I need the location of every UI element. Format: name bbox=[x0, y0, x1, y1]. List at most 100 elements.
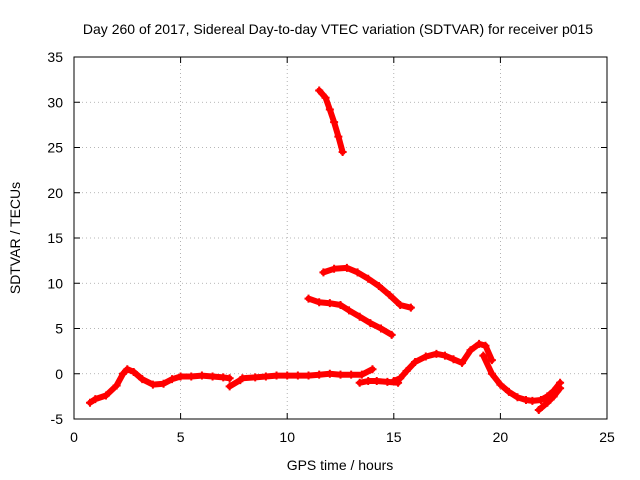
data-point bbox=[225, 374, 234, 383]
data-point bbox=[319, 268, 328, 277]
data-point bbox=[440, 351, 449, 360]
data-point bbox=[336, 370, 345, 379]
data-point bbox=[168, 375, 177, 384]
data-point bbox=[487, 369, 496, 378]
data-point bbox=[119, 369, 128, 378]
data-point bbox=[421, 352, 430, 361]
data-point bbox=[342, 263, 351, 272]
data-point bbox=[261, 372, 270, 381]
data-series bbox=[85, 86, 565, 414]
data-point bbox=[293, 371, 302, 380]
data-point bbox=[364, 376, 373, 385]
y-axis-label: SDTVAR / TECUs bbox=[7, 182, 23, 294]
series-track-8 bbox=[315, 86, 347, 157]
data-point bbox=[148, 380, 157, 389]
data-point bbox=[208, 372, 217, 381]
data-point bbox=[304, 371, 313, 380]
chart-title: Day 260 of 2017, Sidereal Day-to-day VTE… bbox=[83, 21, 593, 37]
x-axis-label: GPS time / hours bbox=[287, 457, 394, 473]
data-point bbox=[475, 339, 484, 348]
data-point bbox=[347, 370, 356, 379]
y-tick-label: 5 bbox=[55, 321, 63, 337]
data-point bbox=[91, 395, 100, 404]
data-point bbox=[366, 319, 375, 328]
y-tick-label: 30 bbox=[47, 94, 63, 110]
data-point bbox=[534, 405, 543, 414]
y-tick-label: 20 bbox=[47, 185, 63, 201]
data-point bbox=[372, 376, 381, 385]
data-point bbox=[357, 370, 366, 379]
data-point bbox=[345, 306, 354, 315]
y-tick-label: 25 bbox=[47, 140, 63, 156]
x-tick-label: 25 bbox=[599, 429, 615, 445]
data-point bbox=[355, 312, 364, 321]
series-line bbox=[87, 366, 233, 406]
data-point bbox=[543, 398, 552, 407]
data-point bbox=[466, 346, 475, 355]
data-point bbox=[402, 367, 411, 376]
data-point bbox=[411, 357, 420, 366]
data-point bbox=[377, 324, 386, 333]
data-point bbox=[528, 396, 537, 405]
series-track-9 bbox=[319, 263, 415, 312]
data-point bbox=[315, 370, 324, 379]
y-tick-label: 0 bbox=[55, 366, 63, 382]
data-point bbox=[479, 351, 488, 360]
data-point bbox=[315, 298, 324, 307]
x-tick-label: 10 bbox=[279, 429, 295, 445]
y-tick-label: 35 bbox=[47, 49, 63, 65]
data-point bbox=[315, 86, 324, 95]
data-point bbox=[238, 374, 247, 383]
data-point bbox=[389, 376, 398, 385]
data-point bbox=[330, 264, 339, 273]
series-track-5 bbox=[389, 339, 496, 385]
data-point bbox=[385, 291, 394, 300]
data-point bbox=[353, 268, 362, 277]
plot-frame bbox=[73, 56, 608, 420]
y-tick-label: 15 bbox=[47, 230, 63, 246]
data-point bbox=[176, 372, 185, 381]
data-point bbox=[396, 300, 405, 309]
series-track-3 bbox=[238, 365, 377, 383]
series-track-1 bbox=[85, 365, 234, 407]
data-point bbox=[325, 299, 334, 308]
data-point bbox=[330, 118, 339, 127]
data-point bbox=[112, 381, 121, 390]
data-point bbox=[481, 341, 490, 350]
data-point bbox=[536, 395, 545, 404]
data-point bbox=[504, 387, 513, 396]
data-point bbox=[487, 356, 496, 365]
data-point bbox=[496, 380, 505, 389]
data-point bbox=[304, 294, 313, 303]
data-point bbox=[159, 379, 168, 388]
series-line bbox=[480, 352, 564, 404]
x-tick-label: 15 bbox=[386, 429, 402, 445]
x-tick-label: 0 bbox=[70, 429, 78, 445]
series-line bbox=[390, 340, 495, 384]
data-point bbox=[225, 382, 234, 391]
data-point bbox=[123, 365, 132, 374]
data-point bbox=[272, 371, 281, 380]
data-point bbox=[374, 281, 383, 290]
grid-lines bbox=[74, 57, 607, 419]
data-point bbox=[355, 378, 364, 387]
series-track-7 bbox=[534, 384, 565, 414]
x-tick-label: 5 bbox=[177, 429, 185, 445]
data-point bbox=[556, 384, 565, 393]
axis-ticks: 0 5 10 15 20 25 -5 0 5 10 15 20 25 30 35 bbox=[47, 49, 615, 445]
data-point bbox=[334, 132, 343, 141]
data-point bbox=[364, 274, 373, 283]
data-point bbox=[458, 358, 467, 367]
series-line bbox=[226, 377, 244, 390]
y-tick-label: -5 bbox=[51, 411, 64, 427]
data-point bbox=[549, 392, 558, 401]
data-point bbox=[387, 330, 396, 339]
data-point bbox=[432, 349, 441, 358]
data-point bbox=[336, 300, 345, 309]
data-point bbox=[513, 393, 522, 402]
data-point bbox=[396, 374, 405, 383]
data-point bbox=[101, 391, 110, 400]
x-tick-label: 20 bbox=[493, 429, 509, 445]
data-point bbox=[321, 93, 330, 102]
